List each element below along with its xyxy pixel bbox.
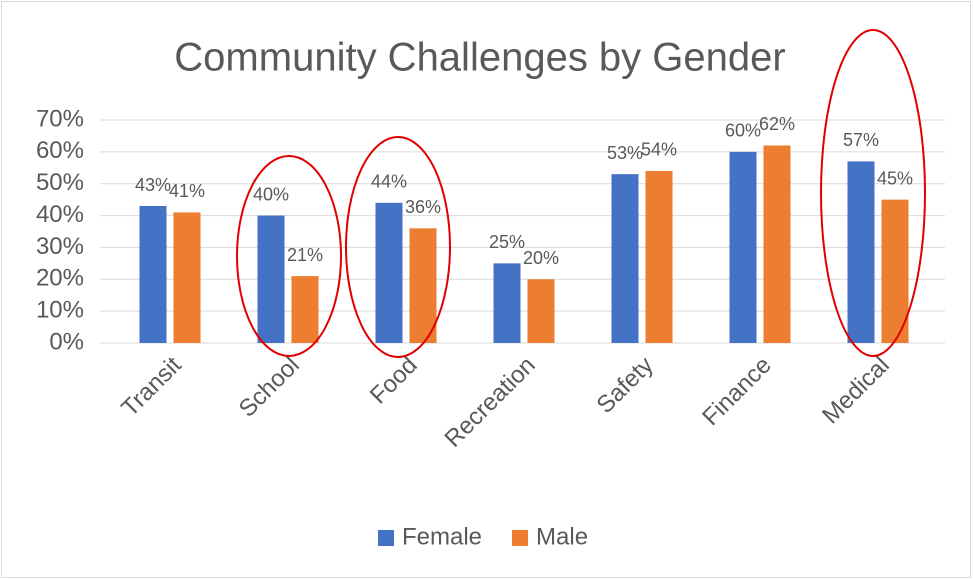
bar xyxy=(409,228,437,343)
bar xyxy=(257,215,285,343)
bar xyxy=(763,145,791,343)
data-label: 60% xyxy=(725,121,761,141)
bar xyxy=(847,161,875,343)
highlight-ellipse xyxy=(820,29,926,357)
bar xyxy=(611,174,639,343)
highlight-ellipse xyxy=(236,155,342,357)
bar xyxy=(173,212,201,343)
data-label: 25% xyxy=(489,232,525,252)
highlight-ellipse xyxy=(345,136,451,358)
data-label: 43% xyxy=(135,175,171,195)
y-tick-label: 10% xyxy=(36,296,84,323)
y-tick-label: 60% xyxy=(36,137,84,164)
y-tick-label: 20% xyxy=(36,265,84,292)
bar xyxy=(729,151,757,343)
bar xyxy=(291,276,319,343)
data-label: 57% xyxy=(843,130,879,150)
data-label: 21% xyxy=(287,245,323,265)
bar xyxy=(375,202,403,343)
legend-swatch xyxy=(378,530,394,546)
data-label: 45% xyxy=(877,168,913,188)
y-tick-label: 50% xyxy=(36,169,84,196)
y-tick-label: 0% xyxy=(49,328,84,355)
legend-swatch xyxy=(512,530,529,546)
data-label: 53% xyxy=(607,143,643,163)
bar xyxy=(527,279,555,343)
y-tick-label: 70% xyxy=(36,105,84,132)
data-label: 40% xyxy=(253,184,289,204)
bar xyxy=(645,170,673,343)
bar xyxy=(139,206,167,343)
y-tick-label: 30% xyxy=(36,233,84,260)
data-label: 41% xyxy=(169,181,205,201)
legend-label: Male xyxy=(536,523,588,550)
legend-label: Female xyxy=(402,523,482,550)
bar xyxy=(493,263,521,343)
bar xyxy=(881,199,909,343)
data-label: 62% xyxy=(759,114,795,134)
data-label: 54% xyxy=(641,140,677,160)
data-label: 36% xyxy=(405,197,441,217)
data-label: 20% xyxy=(523,248,559,268)
annotations xyxy=(236,29,926,358)
chart-title: Community Challenges by Gender xyxy=(174,36,785,80)
y-tick-label: 40% xyxy=(36,201,84,228)
data-label: 44% xyxy=(371,172,407,192)
